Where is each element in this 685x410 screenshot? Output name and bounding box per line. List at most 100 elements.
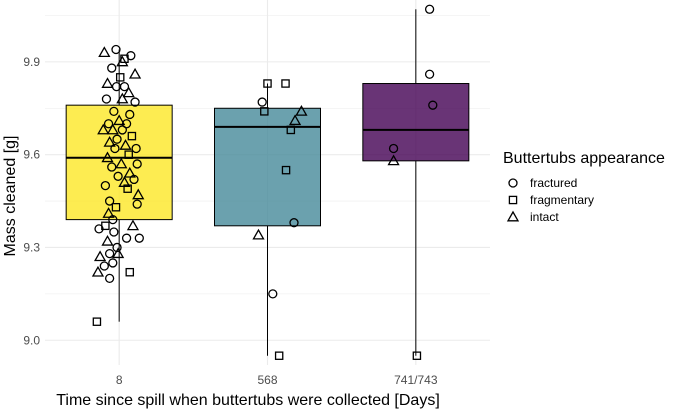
data-point <box>98 46 111 58</box>
legend-entry-label: fragmentary <box>530 193 594 207</box>
data-point <box>108 258 118 268</box>
box <box>362 83 470 162</box>
data-point <box>103 135 116 147</box>
data-point <box>112 134 122 144</box>
legend-title: Buttertubs appearance <box>503 150 665 167</box>
data-point <box>289 218 299 228</box>
x-tick-label: 741/743 <box>394 373 438 387</box>
y-tick-label: 9.0 <box>23 333 40 347</box>
data-point <box>101 234 114 246</box>
x-axis-title: Time since spill when buttertubs were co… <box>56 392 440 409</box>
data-point <box>109 227 119 237</box>
y-axis-title: Mass cleaned [g] <box>2 136 19 257</box>
data-point <box>122 86 135 98</box>
data-point <box>274 351 284 360</box>
data-point <box>125 267 135 277</box>
data-point <box>97 123 110 135</box>
data-point <box>130 97 140 107</box>
data-point <box>111 202 121 212</box>
data-point <box>99 261 109 271</box>
data-point <box>123 184 132 193</box>
data-point <box>252 228 265 240</box>
box-layer <box>65 9 470 356</box>
data-point <box>113 114 126 126</box>
data-point <box>131 143 141 154</box>
data-point <box>387 154 400 166</box>
legend-key <box>508 195 518 205</box>
data-point <box>127 131 137 141</box>
data-point <box>110 143 120 154</box>
data-point <box>107 63 117 73</box>
data-point <box>424 69 435 79</box>
legend-entries: fractured fragmentary intact <box>506 176 594 224</box>
legend-key <box>506 210 520 222</box>
data-point <box>117 125 127 135</box>
data-point <box>113 171 123 181</box>
x-axis-ticks: 8 568 741/743 <box>116 373 438 387</box>
data-point <box>104 273 115 284</box>
legend-key <box>508 178 518 188</box>
data-point <box>101 77 114 88</box>
data-point <box>124 150 133 159</box>
data-point <box>102 207 115 218</box>
data-point <box>115 73 125 82</box>
data-point <box>121 233 132 243</box>
box <box>214 107 321 227</box>
data-point <box>111 44 121 55</box>
data-point <box>263 79 272 88</box>
data-point <box>94 224 104 234</box>
data-point <box>106 123 119 135</box>
data-point <box>132 159 142 169</box>
data-point <box>91 265 105 277</box>
data-point <box>111 81 122 92</box>
data-point <box>107 162 117 172</box>
y-tick-label: 9.9 <box>23 55 40 69</box>
data-point <box>108 214 118 225</box>
data-point <box>116 55 129 67</box>
legend-entry-label: fractured <box>530 176 577 190</box>
data-point <box>424 4 435 14</box>
data-point <box>109 106 119 117</box>
data-point <box>288 114 302 126</box>
data-point <box>115 157 128 169</box>
data-point <box>286 125 296 135</box>
data-point <box>125 109 135 120</box>
data-point <box>268 289 278 299</box>
y-axis-ticks: 9.0 9.3 9.6 9.9 <box>23 55 40 347</box>
data-point <box>126 219 140 231</box>
legend-entry-label: intact <box>530 210 559 224</box>
data-point <box>412 351 422 360</box>
data-point <box>100 180 111 191</box>
data-point <box>134 233 144 243</box>
data-point <box>132 188 145 200</box>
y-tick-label: 9.6 <box>23 148 40 162</box>
y-tick-label: 9.3 <box>23 240 40 254</box>
data-point <box>123 166 136 178</box>
data-point <box>281 79 290 88</box>
legend: Buttertubs appearance fractured fragmenta… <box>503 150 665 224</box>
data-point <box>104 196 115 206</box>
x-tick-label: 8 <box>116 373 123 387</box>
data-point <box>121 119 132 129</box>
data-point <box>93 250 107 262</box>
data-point <box>281 165 291 175</box>
data-point <box>388 143 399 154</box>
data-point <box>295 105 308 116</box>
data-point <box>116 92 129 104</box>
data-point <box>428 100 438 110</box>
data-point <box>103 119 114 129</box>
data-point <box>260 107 269 116</box>
data-point <box>129 174 139 185</box>
data-point <box>111 247 125 259</box>
data-point <box>257 97 267 107</box>
data-point <box>92 317 102 326</box>
data-point <box>101 151 114 163</box>
data-point <box>119 139 132 150</box>
data-point <box>101 94 112 104</box>
x-tick-label: 568 <box>257 373 277 387</box>
point-layer <box>91 4 438 360</box>
data-point <box>128 67 142 79</box>
data-point <box>132 199 142 209</box>
data-point <box>104 248 115 259</box>
